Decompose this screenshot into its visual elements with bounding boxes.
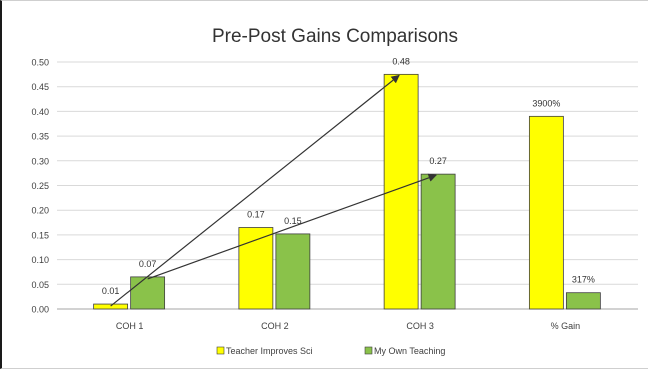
- legend-swatch: [364, 346, 373, 355]
- bar-coh-2-series-2: [275, 233, 311, 310]
- legend-label: Teacher Improves Sci: [226, 346, 313, 356]
- y-tick-label: 0.40: [31, 107, 49, 117]
- gridlines: [57, 61, 638, 285]
- y-tick-label: 0.35: [31, 132, 49, 142]
- data-label: 0.01: [102, 286, 120, 296]
- y-tick-label: 0.30: [31, 156, 49, 166]
- trend-arrow: [110, 74, 400, 307]
- bar-coh-2-series-1: [238, 227, 274, 310]
- x-tick-label: COH 2: [261, 321, 289, 331]
- x-tick-label: COH 3: [406, 321, 434, 331]
- data-label: 317%: [572, 275, 595, 285]
- y-tick-label: 0.45: [31, 82, 49, 92]
- data-label: 0.48: [392, 56, 410, 66]
- data-label: 3900%: [532, 98, 560, 108]
- bars: [93, 73, 601, 310]
- legend-label: My Own Teaching: [374, 346, 445, 356]
- y-tick-label: 0.15: [31, 230, 49, 240]
- legend-swatch: [216, 346, 225, 355]
- trend-arrow: [147, 173, 437, 280]
- chart-title: Pre-Post Gains Comparisons: [212, 26, 458, 47]
- data-label: 0.15: [284, 216, 302, 226]
- data-label: 0.17: [247, 209, 265, 219]
- bar-coh-3-series-2: [420, 173, 456, 310]
- trend-arrows: [110, 74, 437, 307]
- y-tick-label: 0.25: [31, 181, 49, 191]
- legend: Teacher Improves Sci My Own Teaching: [216, 346, 445, 356]
- y-tick-label: 0.00: [31, 305, 49, 315]
- y-tick-label: 0.50: [31, 58, 49, 68]
- data-label: 0.07: [139, 259, 157, 269]
- data-labels: 0.01 0.17 0.48 3900% 0.07 0.15 0.27 317%: [102, 56, 595, 296]
- bar--gain-series-2: [565, 292, 601, 310]
- data-label: 0.27: [429, 156, 447, 166]
- y-tick-label: 0.10: [31, 255, 49, 265]
- y-tick-label: 0.05: [31, 280, 49, 290]
- x-tick-label: % Gain: [551, 321, 581, 331]
- bar--gain-series-1: [528, 115, 564, 310]
- y-tick-label: 0.20: [31, 206, 49, 216]
- bar-coh-1-series-2: [130, 276, 166, 310]
- bar-coh-1-series-1: [93, 303, 129, 310]
- x-tick-label: COH 1: [116, 321, 144, 331]
